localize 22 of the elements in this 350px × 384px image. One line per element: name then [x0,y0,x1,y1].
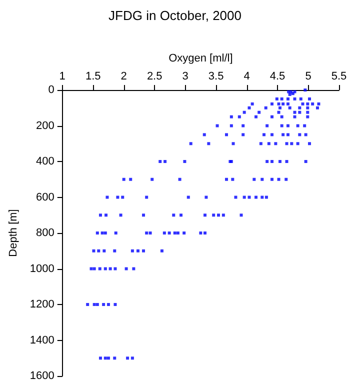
x-tick-label: 1 [59,70,66,82]
y-tick-label: 200 [36,120,54,132]
y-tick-label: 0 [48,84,54,96]
x-tick-label: 2 [120,70,127,82]
x-tick-label: 5.5 [331,70,347,82]
y-tick-label: 800 [36,227,54,239]
y-tick-label: 1000 [30,262,54,275]
x-tick-label: 2.5 [146,70,162,82]
x-tick-label: 3.5 [208,70,224,82]
y-axis-title: Depth [m] [8,209,20,257]
y-tick-label: 1400 [30,334,54,346]
x-tick-label: 4 [244,70,250,82]
y-tick-label: 1200 [30,298,54,310]
y-tick-label: 400 [36,156,54,168]
x-tick-label: 4.5 [270,70,286,82]
x-axis-title: Oxygen [ml/l] [168,52,233,64]
y-tick-label: 1600 [30,370,54,382]
chart-title: JFDG in October, 2000 [108,8,242,23]
x-tick-label: 1.5 [85,70,101,82]
x-tick-label: 3 [182,70,188,82]
y-tick-label: 600 [36,191,54,204]
x-tick-label: 5 [305,70,312,82]
